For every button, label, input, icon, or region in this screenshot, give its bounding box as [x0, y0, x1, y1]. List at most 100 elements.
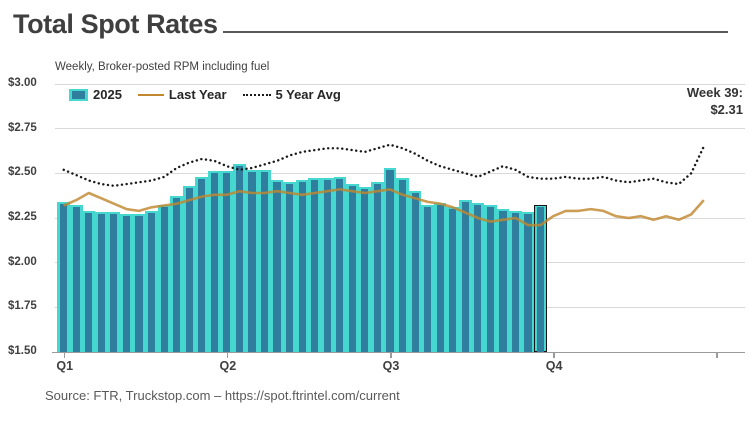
bar-fill: [273, 182, 281, 352]
bar-week-18: [270, 180, 284, 352]
y-axis-label: $2.75: [8, 121, 37, 134]
bar-fill: [323, 180, 331, 352]
bar-week-37: [509, 210, 522, 352]
bar-fill: [97, 214, 105, 352]
x-axis-tick: [553, 352, 555, 358]
bar-week-33: [459, 199, 472, 352]
bar-week-29: [408, 190, 422, 352]
bar-week-23: [333, 176, 347, 352]
x-axis-label-q1: Q1: [56, 359, 74, 373]
bar-week-19: [283, 182, 296, 352]
bar-week-36: [496, 208, 510, 352]
bar-fill: [223, 173, 231, 352]
bar-week-2: [69, 205, 83, 352]
bar-week-32: [446, 207, 460, 352]
x-axis-label-q4: Q4: [545, 359, 563, 373]
x-axis-tick: [226, 352, 229, 358]
x-axis-label-q2: Q2: [219, 359, 237, 373]
x-axis-tick: [716, 352, 718, 358]
bar-week-21: [308, 178, 321, 352]
legend-label-last-year: Last Year: [168, 87, 227, 102]
callout-value: $2.31: [710, 101, 743, 117]
y-axis-label: $1.75: [8, 300, 37, 313]
y-axis-label: $3.00: [8, 77, 37, 89]
bar-fill: [361, 189, 369, 352]
legend-item-last-year: Last Year: [137, 87, 227, 102]
y-axis-label: $2.00: [8, 255, 37, 268]
bar-fill: [298, 182, 306, 352]
x-axis-line: [52, 351, 745, 353]
bar-week-10: [170, 196, 183, 352]
bar-fill: [511, 212, 520, 352]
bar-fill: [411, 192, 419, 352]
bar-fill: [449, 209, 457, 352]
bar-week-38: [521, 212, 535, 352]
gridline: [55, 128, 745, 130]
chart-subtitle: Weekly, Broker-posted RPM including fuel: [55, 61, 270, 73]
callout-week-label: Week 39:: [686, 85, 743, 100]
bar-fill: [85, 212, 93, 352]
bar-fill: [110, 214, 118, 352]
bar-fill: [537, 207, 545, 352]
bar-week-14: [220, 171, 234, 352]
bar-week-12: [195, 176, 209, 352]
title-underline: [222, 30, 728, 33]
bar-week-4: [95, 212, 108, 352]
x-axis-label-q3: Q3: [382, 359, 400, 373]
bar-week-27: [383, 167, 397, 352]
bar-week-20: [295, 180, 309, 352]
dotted-line-swatch-icon: [242, 93, 271, 96]
bar-week-25: [358, 187, 372, 352]
y-axis-label: $2.50: [8, 166, 37, 179]
x-axis-tick: [390, 352, 392, 358]
bar-fill: [348, 185, 356, 352]
bar-week-31: [433, 203, 447, 352]
y-axis-label: $2.25: [8, 211, 37, 223]
bar-fill: [424, 207, 432, 352]
bar-week-16: [245, 169, 259, 352]
source-note: Source: FTR, Truckstop.com – https://spo…: [45, 388, 400, 403]
bar-week-3: [82, 210, 96, 352]
bar-fill: [398, 180, 407, 352]
bar-week-39-current: [534, 205, 547, 352]
bar-fill: [286, 184, 294, 352]
bar-fill: [160, 207, 168, 352]
bar-fill: [60, 203, 68, 352]
bar-fill: [461, 201, 469, 352]
bar-week-22: [320, 178, 334, 352]
bar-fill: [486, 207, 494, 352]
bar-week-24: [346, 183, 359, 352]
bar-fill: [499, 210, 507, 352]
bar-fill: [235, 166, 243, 352]
legend-label-5-year-avg: 5 Year Avg: [275, 87, 341, 102]
chart-header: Total Spot Rates: [0, 0, 750, 40]
bar-fill: [147, 212, 156, 352]
bar-fill: [122, 216, 131, 352]
legend-item-5-year-avg: 5 Year Avg: [242, 87, 341, 102]
bar-week-6: [120, 214, 133, 352]
bar-week-15: [233, 164, 246, 352]
bar-week-5: [107, 212, 121, 352]
bar-swatch-icon: [69, 88, 88, 101]
bar-fill: [72, 207, 80, 352]
legend-label-2025: 2025: [93, 87, 122, 102]
bar-week-35: [484, 205, 497, 352]
bar-week-17: [258, 169, 271, 352]
legend-item-2025: 2025: [69, 87, 122, 102]
bar-fill: [260, 171, 269, 352]
page-title: Total Spot Rates: [13, 9, 218, 39]
bar-week-8: [145, 210, 158, 352]
bar-week-1: [57, 201, 70, 352]
bar-week-9: [157, 205, 171, 352]
bar-fill: [173, 198, 181, 352]
x-axis-tick: [63, 352, 66, 358]
bar-fill: [436, 205, 444, 352]
bar-fill: [185, 187, 193, 352]
y-axis-label: $1.50: [8, 345, 37, 357]
bar-fill: [198, 178, 206, 352]
bar-fill: [474, 205, 482, 352]
bar-week-26: [371, 182, 384, 352]
bar-week-28: [396, 178, 409, 352]
